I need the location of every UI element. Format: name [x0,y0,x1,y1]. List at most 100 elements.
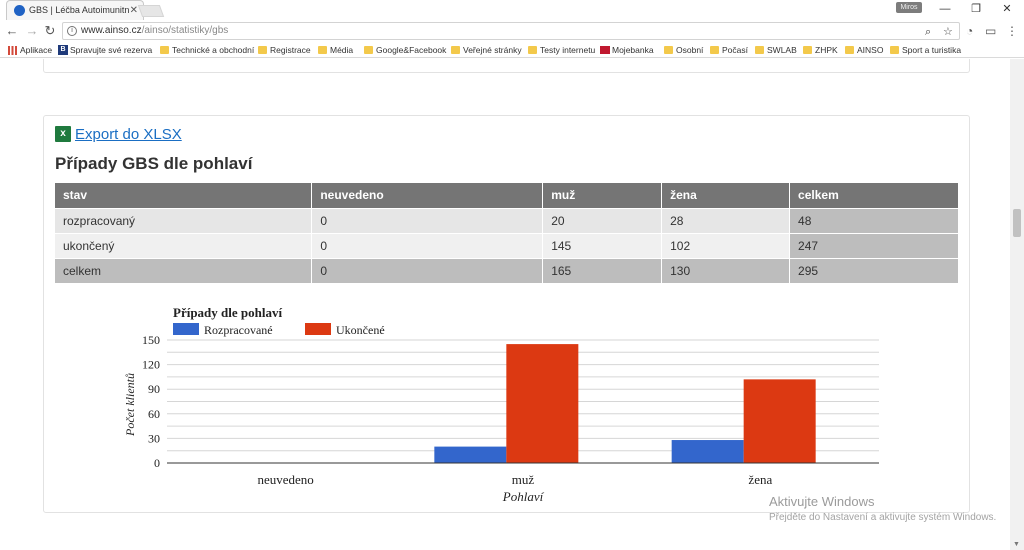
table-cell: 145 [542,232,663,258]
bookmark-item[interactable]: Technické a obchodní [160,43,254,57]
bar [434,446,507,463]
booking-icon: B [58,45,68,55]
minimize-icon[interactable]: — [939,3,951,15]
bar [671,440,744,463]
y-tick-label: 60 [148,407,160,421]
bookmark-label: Veřejné stránky [463,45,522,55]
folder-icon [755,46,764,54]
bookmark-item[interactable]: Registrace [258,43,311,57]
bookmark-item[interactable]: B Spravujte své rezerva [58,43,152,57]
bar [743,379,816,463]
folder-icon [364,46,373,54]
bookmark-item[interactable]: Počasí [710,43,748,57]
site-favicon-icon [14,5,25,16]
bookmark-label: Google&Facebook [376,45,447,55]
tab-strip: GBS | Léčba Autoimunitn ✕ Miros — ❐ ✕ [0,0,1024,20]
url-path: /ainso/statistiky/gbs [141,25,229,36]
y-tick-label: 150 [142,333,160,347]
close-window-icon[interactable]: ✕ [1002,3,1012,15]
bookmark-item[interactable]: Aplikace [8,43,52,57]
bookmark-item[interactable]: AINSO [845,43,883,57]
bookmarks-bar: Aplikace B Spravujte své rezerva Technické … [0,42,1024,58]
reload-icon[interactable]: ↻ [44,23,56,38]
bookmark-label: Testy internetu [540,45,596,55]
page-title: Případy GBS dle pohlaví [55,154,253,173]
bar-chart: Případy dle pohlaví Rozpracované Ukončené 0… [123,305,879,504]
column-header[interactable]: neuvedeno [311,183,544,208]
scroll-down-arrow-icon[interactable]: ▼ [1013,541,1020,548]
x-axis-label: Pohlaví [502,489,545,504]
table-cell: 0 [311,207,544,233]
bookmark-label: Aplikace [20,45,53,55]
maximize-icon[interactable]: ❐ [971,3,981,15]
bookmark-label: Technické a obchodní [172,45,255,55]
table-cell: 0 [311,257,544,283]
page-viewport: x Export do XLSX Případy GBS dle pohlaví… [0,59,1010,550]
folder-icon [710,46,719,54]
table-cell: 102 [661,232,791,258]
tab-close-icon[interactable]: ✕ [129,5,138,16]
table-header-row: stav neuvedeno muž žena celkem [55,183,959,208]
folder-icon [528,46,537,54]
table-cell: 20 [542,207,663,233]
bookmark-label: ZHPK [815,45,838,55]
y-tick-label: 0 [154,456,160,470]
bookmark-item[interactable]: ZHPK [803,43,838,57]
legend-label: Ukončené [336,323,385,337]
folder-icon [318,46,327,54]
chart-title: Případy dle pohlaví [173,305,282,320]
bookmark-label: SWLAB [767,45,797,55]
bar [506,344,579,463]
scrollbar-thumb[interactable] [1013,209,1021,237]
extension-icon[interactable]: ◔ [966,24,974,38]
table-cell: 28 [661,207,791,233]
column-header[interactable]: stav [55,183,313,208]
table-row: ukončený 0 145 102 247 [55,232,959,258]
legend-swatch [305,323,331,335]
x-tick-label: muž [512,472,535,487]
browser-toolbar: ← → ↻ i www.ainso.cz/ainso/statistiky/gb… [0,20,1024,42]
profile-badge[interactable]: Miros [896,2,922,13]
table-cell: 165 [542,257,663,283]
column-header[interactable]: celkem [789,183,959,208]
bookmark-item[interactable]: Osobní [664,43,703,57]
address-bar[interactable]: i www.ainso.cz/ainso/statistiky/gbs ⌕ ☆ [62,22,960,40]
site-info-icon[interactable]: i [67,26,77,36]
browser-tab[interactable]: GBS | Léčba Autoimunitn ✕ [6,0,144,20]
table-cell: rozpracovaný [55,207,313,233]
bookmark-item[interactable]: Google&Facebook [364,43,446,57]
column-header[interactable]: žena [661,183,791,208]
excel-icon: x [55,126,71,142]
bookmark-item[interactable]: Sport a turistika [890,43,961,57]
bookmark-star-icon[interactable]: ☆ [943,26,953,38]
table-cell: ukončený [55,232,313,258]
folder-icon [451,46,460,54]
column-header[interactable]: muž [542,183,663,208]
menu-icon[interactable]: ⋮ [1006,24,1018,38]
page-scrollbar[interactable]: ▼ [1010,59,1024,550]
new-tab-button[interactable] [137,5,165,17]
zoom-icon[interactable]: ⌕ [925,26,932,38]
table-cell: celkem [55,257,313,283]
folder-icon [160,46,169,54]
forward-icon[interactable]: → [25,23,39,38]
previous-card [43,59,970,73]
y-tick-label: 120 [142,358,160,372]
bookmark-item[interactable]: SWLAB [755,43,797,57]
folder-icon [803,46,812,54]
table-cell: 48 [789,207,959,233]
y-tick-label: 30 [148,431,160,445]
y-tick-label: 90 [148,382,160,396]
x-tick-label: neuvedeno [258,472,314,487]
bookmark-item[interactable]: Média [318,43,353,57]
bookmark-item[interactable]: Mojebanka [600,43,654,57]
folder-icon [258,46,267,54]
tab-title: GBS | Léčba Autoimunitn [29,5,130,15]
back-icon[interactable]: ← [5,23,19,38]
bookmark-item[interactable]: Veřejné stránky [451,43,522,57]
table-row: celkem 0 165 130 295 [55,257,959,283]
export-xlsx-link[interactable]: x Export do XLSX [55,125,182,145]
cast-icon[interactable]: ▭ [985,24,997,38]
bookmark-item[interactable]: Testy internetu [528,43,595,57]
bookmark-label: Média [330,45,354,55]
